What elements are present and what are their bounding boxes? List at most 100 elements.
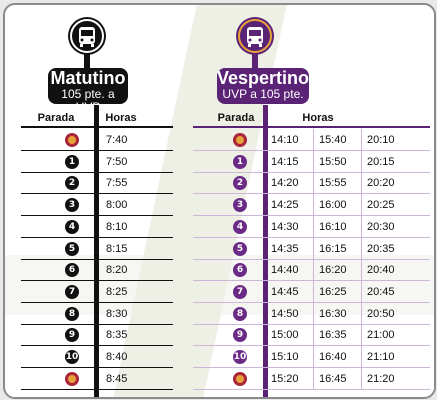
icon-stem	[84, 53, 90, 69]
cell-divider	[361, 237, 362, 260]
cell-divider	[361, 172, 362, 195]
cell-divider	[313, 280, 314, 303]
time-cell: 15:00	[271, 329, 299, 342]
icon-stem	[252, 53, 258, 69]
row-divider	[193, 301, 430, 303]
table-row: 14:10 15:40 20:10	[193, 129, 430, 151]
cell-divider	[313, 259, 314, 282]
time-cell: 20:50	[367, 307, 395, 320]
row-divider	[193, 323, 430, 325]
time-cell: 20:10	[367, 134, 395, 146]
table-row: 8 8:30	[21, 303, 173, 325]
evening-subtitle: UVP a 105 pte.	[222, 87, 304, 101]
table-row: 9 8:35	[21, 324, 173, 347]
stop-number: 1	[65, 154, 79, 169]
time-cell: 8:20	[106, 264, 128, 277]
stop-number: 4	[233, 219, 247, 234]
row-divider	[193, 236, 430, 238]
stop-number: 10	[65, 350, 79, 364]
schedule-card: Matutino 105 pte. a UVP Parada Horas 7:4…	[3, 3, 436, 399]
row-divider	[193, 280, 430, 282]
stop-number: 1	[233, 154, 247, 169]
row-divider	[21, 301, 173, 303]
table-row: 8 14:50 16:30 20:50	[193, 302, 430, 325]
cell-divider	[313, 237, 314, 260]
time-cell: 8:30	[106, 307, 128, 320]
stop-number: 9	[233, 328, 247, 343]
time-cell: 16:45	[319, 372, 347, 385]
table-row: 4 8:10	[21, 216, 173, 238]
column-divider	[94, 105, 99, 397]
column-divider	[263, 105, 268, 397]
time-cell: 14:10	[271, 134, 299, 146]
table-row: 6 8:20	[21, 259, 173, 282]
row-divider	[21, 215, 173, 217]
stop-number: 4	[65, 219, 79, 234]
row-divider	[21, 367, 173, 368]
row-divider	[193, 388, 430, 390]
row-divider	[193, 150, 430, 151]
cell-divider	[361, 215, 362, 238]
time-cell: 16:15	[319, 242, 347, 255]
row-divider	[193, 215, 430, 217]
evening-label: Vespertino UVP a 105 pte.	[217, 68, 309, 104]
cell-divider	[313, 346, 314, 368]
stop-number: 5	[233, 241, 247, 256]
time-cell: 15:10	[271, 351, 299, 363]
stop-number: 6	[65, 263, 79, 278]
row-divider	[21, 193, 173, 195]
cell-divider	[313, 129, 314, 151]
col-hours-header: Horas	[302, 112, 334, 124]
time-cell: 14:20	[271, 177, 299, 190]
time-cell: 14:35	[271, 242, 299, 255]
time-cell: 14:15	[271, 155, 299, 168]
time-cell: 21:20	[367, 372, 395, 385]
time-cell: 16:40	[319, 351, 347, 363]
table-row: 10 15:10 16:40 21:10	[193, 346, 430, 368]
stop-number: 2	[65, 176, 79, 191]
bus-icon	[236, 17, 274, 55]
stop-number: 6	[233, 263, 247, 278]
table-row: 7 14:45 16:25 20:45	[193, 280, 430, 303]
cell-divider	[361, 259, 362, 282]
morning-label: Matutino 105 pte. a UVP	[48, 68, 128, 114]
cell-divider	[361, 367, 362, 390]
time-cell: 8:15	[106, 242, 128, 255]
cell-divider	[313, 150, 314, 173]
time-cell: 14:30	[271, 220, 299, 233]
row-divider	[21, 280, 173, 282]
time-cell: 14:50	[271, 307, 299, 320]
cell-divider	[313, 302, 314, 325]
stop-number: 3	[65, 198, 79, 213]
cell-divider	[313, 215, 314, 238]
cell-divider	[361, 129, 362, 151]
time-cell: 16:00	[319, 199, 347, 212]
time-cell: 16:10	[319, 220, 347, 233]
table-row: 3 14:25 16:00 20:25	[193, 194, 430, 217]
row-divider	[21, 388, 173, 390]
evening-panel: Vespertino UVP a 105 pte. Parada Horas 1…	[187, 5, 434, 397]
uvp-stop-icon	[233, 371, 247, 386]
cell-divider	[361, 346, 362, 368]
table-row: 8:45	[21, 368, 173, 390]
table-row: 3 8:00	[21, 194, 173, 217]
row-divider	[193, 345, 430, 347]
cell-divider	[361, 194, 362, 217]
row-divider	[193, 367, 430, 368]
time-cell: 8:00	[106, 199, 128, 212]
table-row: 9 15:00 16:35 21:00	[193, 324, 430, 347]
time-cell: 15:40	[319, 134, 347, 146]
cell-divider	[361, 280, 362, 303]
uvp-stop-icon	[65, 371, 79, 386]
time-cell: 7:55	[106, 177, 128, 190]
table-row: 10 8:40	[21, 346, 173, 368]
time-cell: 15:20	[271, 372, 299, 385]
stop-number: 9	[65, 328, 79, 343]
col-stop-header: Parada	[217, 112, 255, 124]
cell-divider	[313, 324, 314, 347]
stop-number: 7	[65, 284, 79, 299]
stop-number: 7	[233, 284, 247, 299]
row-divider	[21, 345, 173, 347]
table-row: 1 7:50	[21, 151, 173, 173]
uvp-stop-icon	[65, 133, 79, 147]
